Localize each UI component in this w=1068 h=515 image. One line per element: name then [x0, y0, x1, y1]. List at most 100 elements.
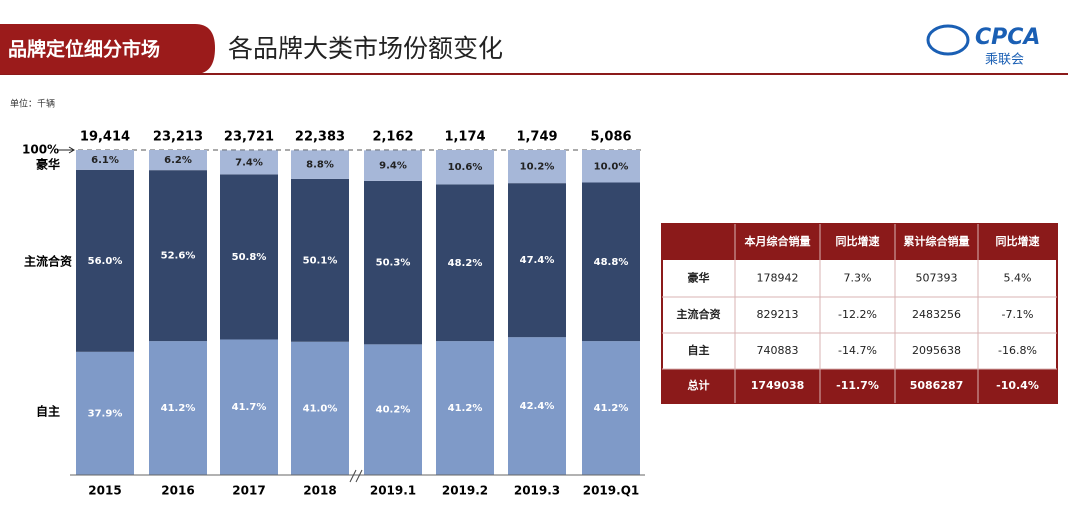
table-cell: 2095638: [912, 344, 961, 357]
total-label: 2,162: [372, 130, 413, 145]
value-label: 10.0%: [594, 161, 629, 172]
y-tick-label: 100%: [22, 143, 59, 157]
tick-arrow: [58, 146, 75, 154]
bar-segment: [582, 341, 640, 475]
value-label: 41.2%: [594, 403, 629, 414]
bar-segment: [220, 174, 278, 340]
bar-segment: [149, 170, 207, 342]
bar-segment: [291, 178, 349, 342]
value-label: 42.4%: [520, 401, 555, 412]
axis-break: [349, 469, 363, 483]
x-tick-label: 2018: [303, 484, 336, 498]
bar-segment: [508, 150, 566, 184]
table-header: 累计综合销量: [904, 234, 970, 248]
value-label: 41.0%: [303, 403, 338, 414]
value-label: 50.3%: [376, 258, 411, 269]
value-label: 8.8%: [306, 160, 334, 171]
value-label: 6.2%: [164, 155, 192, 166]
section-title: 品牌定位细分市场: [8, 38, 160, 61]
value-label: 48.8%: [594, 257, 629, 268]
table-cell: -16.8%: [998, 344, 1037, 357]
bar-segment: [508, 183, 566, 338]
total-row: [662, 369, 1057, 403]
bar-segment: [76, 169, 134, 352]
table-cell: 829213: [757, 308, 799, 321]
value-label: 48.2%: [448, 258, 483, 269]
total-label: 1,174: [444, 130, 485, 145]
logo-mark: [926, 24, 970, 56]
table-header: 同比增速: [996, 234, 1040, 248]
row-label: 总计: [688, 378, 710, 392]
table-cell: 1749038: [751, 379, 805, 392]
series-label: 自主: [36, 404, 60, 419]
x-tick-label: 2019.2: [442, 484, 488, 498]
value-label: 6.1%: [91, 155, 119, 166]
bar-segment: [220, 150, 278, 175]
value-label: 50.1%: [303, 255, 338, 266]
value-label: 40.2%: [376, 405, 411, 416]
table-cell: 178942: [757, 272, 799, 285]
bar-segment: [582, 150, 640, 183]
total-label: 1,749: [516, 130, 557, 145]
row-label: 豪华: [688, 271, 710, 285]
bar-segment: [76, 351, 134, 475]
bar-segment: [364, 344, 422, 475]
chart: 100% 自主 37.9% 41.2% 41.7% 41.0% 40.2% 41.2% 42.4…: [22, 130, 645, 498]
value-label: 41.7%: [232, 402, 267, 413]
value-label: 10.2%: [520, 162, 555, 173]
bar-segment: [436, 184, 494, 342]
slide-title: 各品牌大类市场份额变化: [228, 34, 503, 63]
bar-segment: [291, 341, 349, 475]
logo-text: CPCA: [975, 25, 1040, 50]
bar-segment: [291, 150, 349, 179]
table-cell: 2483256: [912, 308, 961, 321]
x-tick-label: 2017: [232, 484, 265, 498]
table-cell: -10.4%: [996, 379, 1039, 392]
logo-subtext: 乘联会: [985, 53, 1024, 68]
bar-segment: [508, 337, 566, 475]
bar-segment: [149, 341, 207, 475]
table-cell: 5.4%: [1004, 272, 1032, 285]
value-label: 52.6%: [161, 251, 196, 262]
bar-segment: [364, 150, 422, 181]
table-cell: -7.1%: [1002, 308, 1034, 321]
series-label: 主流合资: [24, 254, 72, 269]
table-cell: -12.2%: [838, 308, 877, 321]
x-tick-label: 2019.Q1: [583, 484, 640, 498]
header-row: [662, 224, 1057, 260]
value-label: 10.6%: [448, 162, 483, 173]
value-label: 37.9%: [88, 408, 123, 419]
row-label: 自主: [688, 343, 710, 357]
table-cell: 507393: [916, 272, 958, 285]
bar-segment: [364, 180, 422, 345]
total-label: 22,383: [295, 130, 345, 145]
total-label: 23,213: [153, 130, 203, 145]
row-label: 主流合资: [677, 307, 721, 321]
x-tick-label: 2019.1: [370, 484, 416, 498]
bar-segment: [582, 182, 640, 342]
bar-segment: [220, 339, 278, 475]
value-label: 41.2%: [161, 403, 196, 414]
table-header: 本月综合销量: [745, 234, 811, 248]
bar-segment: [76, 150, 134, 170]
value-label: 9.4%: [379, 161, 407, 172]
unit-label: 单位：千辆: [10, 98, 55, 110]
table-cell: 7.3%: [844, 272, 872, 285]
x-tick-label: 2016: [161, 484, 194, 498]
value-label: 50.8%: [232, 252, 267, 263]
bar-segment: [436, 341, 494, 475]
table-header: 同比增速: [836, 234, 880, 248]
total-label: 23,721: [224, 130, 274, 145]
table-cell: -14.7%: [838, 344, 877, 357]
x-tick-label: 2015: [88, 484, 121, 498]
value-label: 41.2%: [448, 403, 483, 414]
section-banner: [0, 24, 215, 74]
bar-segment: [149, 150, 207, 171]
table-cell: 5086287: [910, 379, 964, 392]
value-label: 7.4%: [235, 157, 263, 168]
series-label: 豪华: [36, 157, 60, 172]
value-label: 47.4%: [520, 255, 555, 266]
